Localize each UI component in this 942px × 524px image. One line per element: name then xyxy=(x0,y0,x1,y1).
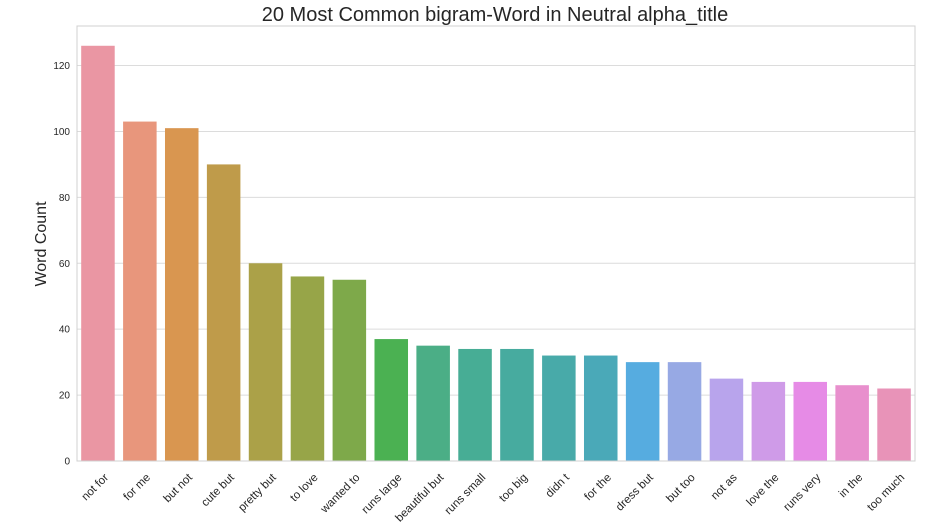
bar-didn-t xyxy=(542,355,576,461)
x-tick-label: to love xyxy=(288,472,320,504)
bar-to-love xyxy=(290,276,325,461)
y-tick-label: 120 xyxy=(53,61,70,72)
y-tick-label: 20 xyxy=(59,391,71,402)
y-axis-label: Word Count xyxy=(33,201,50,287)
x-tick-label: didn t xyxy=(544,471,573,500)
gridlines xyxy=(77,65,915,396)
y-tick-label: 80 xyxy=(59,193,71,204)
bar-runs-small xyxy=(458,348,492,461)
y-tick-label: 40 xyxy=(59,325,71,336)
bar-runs-large xyxy=(374,339,409,461)
y-tick-label: 60 xyxy=(59,259,71,270)
bar-wanted-to xyxy=(332,279,367,461)
x-tick-label: runs small xyxy=(443,472,489,518)
bar-too-big xyxy=(500,348,534,461)
bar-pretty-but xyxy=(248,263,283,461)
bar-not-as xyxy=(709,378,744,461)
x-tick-label: in the xyxy=(837,472,865,500)
bar-not-for xyxy=(81,45,115,461)
x-tick-labels: not for for me but not cute but pretty but to… xyxy=(80,471,908,524)
x-tick-label: but too xyxy=(664,472,697,505)
x-tick-label: not for xyxy=(80,472,112,504)
x-tick-label: runs very xyxy=(782,472,824,514)
bar-but-too xyxy=(667,362,702,461)
bars xyxy=(81,45,911,462)
plot-frame xyxy=(76,25,916,462)
chart-title: 20 Most Common bigram-Word in Neutral al… xyxy=(262,4,729,26)
bar-love-the xyxy=(751,381,786,461)
x-tick-label: for me xyxy=(122,472,154,504)
x-tick-label: wanted to xyxy=(318,472,362,516)
x-tick-label: runs large xyxy=(360,472,405,517)
bar-for-the xyxy=(583,355,618,461)
bar-dress-but xyxy=(625,362,660,461)
x-tick-label: love the xyxy=(745,472,782,509)
x-tick-label: not as xyxy=(709,472,740,503)
x-tick-label: but not xyxy=(162,471,196,505)
x-tick-label: dress but xyxy=(614,471,657,514)
y-tick-label: 0 xyxy=(64,457,70,468)
bar-runs-very xyxy=(793,381,828,461)
bar-beautiful-but xyxy=(416,345,450,461)
bar-too-much xyxy=(877,388,911,461)
x-tick-label: cute but xyxy=(199,471,237,509)
bar-cute-but xyxy=(206,164,241,461)
x-tick-label: too much xyxy=(865,472,907,514)
bar-for-me xyxy=(123,121,157,462)
x-tick-label: too big xyxy=(497,472,530,505)
bar-in-the xyxy=(835,385,869,461)
y-tick-label: 100 xyxy=(53,127,70,138)
bar-but-not xyxy=(164,128,199,461)
y-tick-labels: 0 20 40 60 80 100 120 xyxy=(53,61,70,467)
x-tick-label: for the xyxy=(582,472,614,504)
x-tick-label: pretty but xyxy=(236,471,279,514)
